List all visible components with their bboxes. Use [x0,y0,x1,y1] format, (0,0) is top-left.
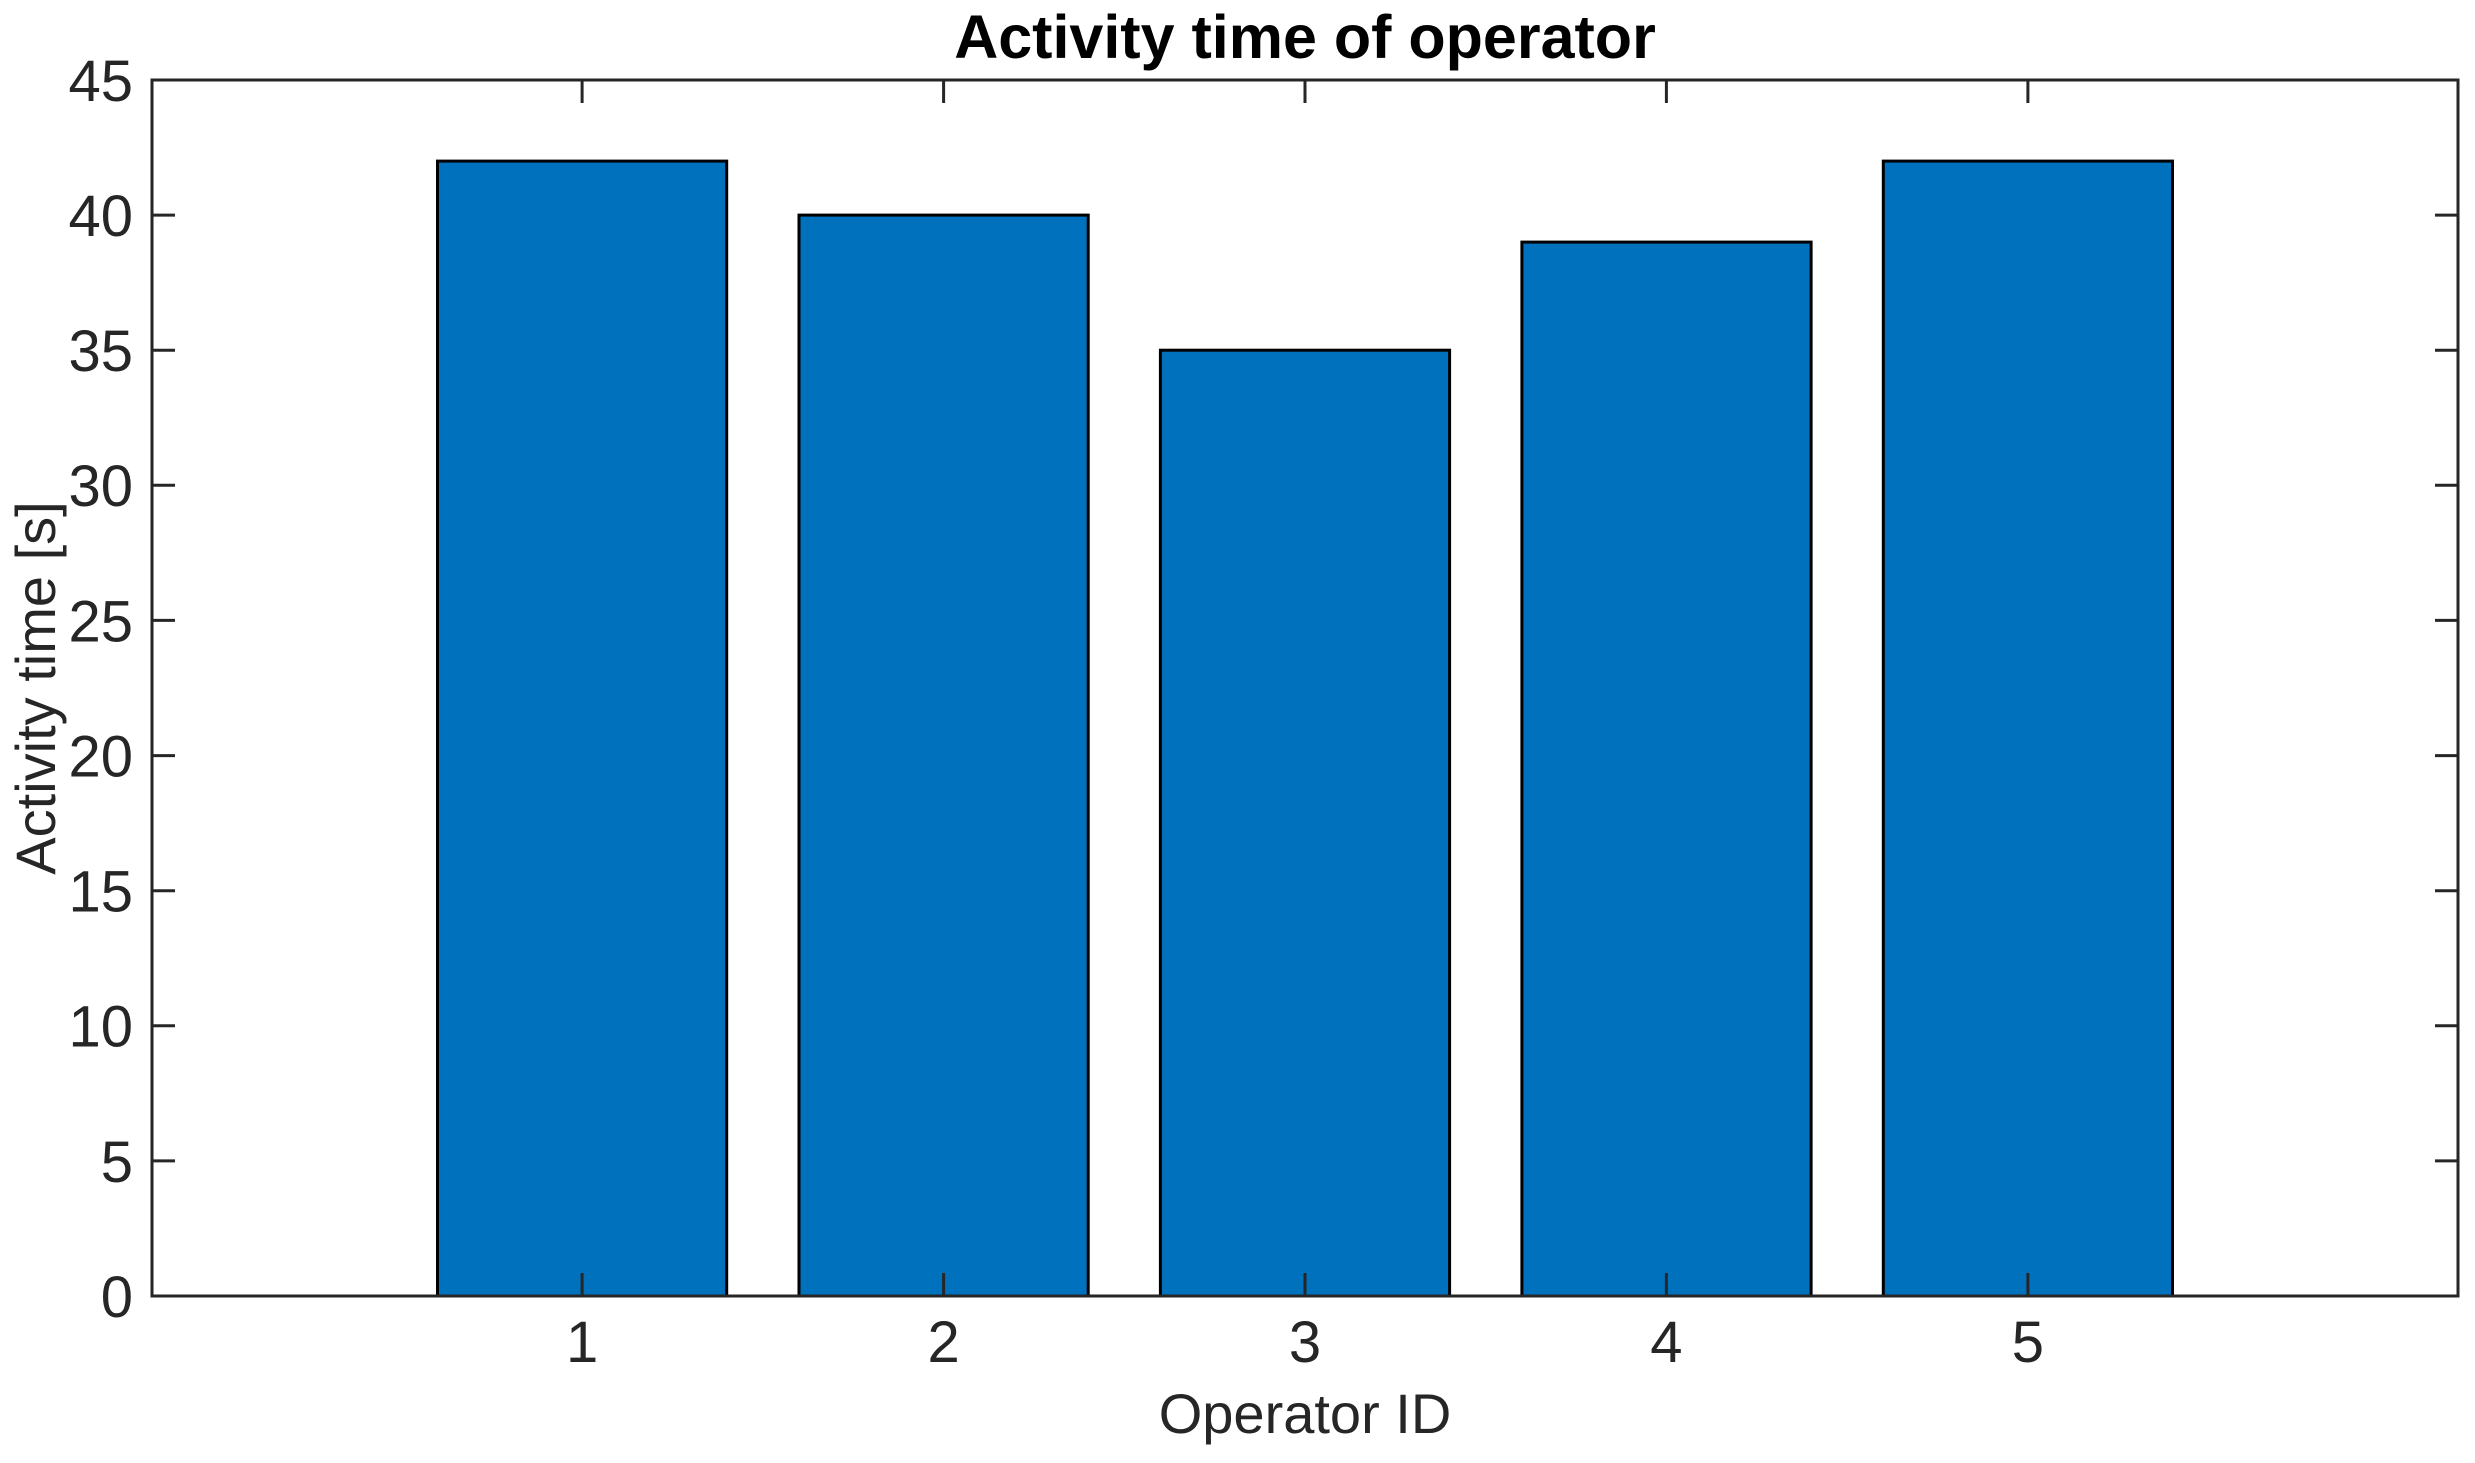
y-tick-label: 0 [101,1265,133,1330]
y-tick-label: 40 [68,184,133,249]
axes-layer [150,78,2460,1298]
chart-title: Activity time of operator [954,3,1656,71]
bar-operator-1 [436,159,729,1298]
y-tick-label: 25 [68,589,133,654]
y-tick-label: 20 [68,724,133,789]
x-tick-label: 4 [1650,1310,1682,1375]
x-tick-label: 2 [927,1310,959,1375]
y-axis-label: Activity time [s] [4,501,67,874]
bar-operator-2 [797,213,1090,1298]
y-tick-label: 45 [68,49,133,114]
y-tick-label: 35 [68,319,133,384]
x-tick-label: 5 [2012,1310,2044,1375]
y-tick-label: 15 [68,860,133,925]
x-axis-label: Operator ID [1159,1382,1452,1445]
bar-operator-4 [1520,240,1813,1298]
bars-layer [436,159,2175,1298]
x-tick-label: 3 [1289,1310,1321,1375]
bar-operator-5 [1881,159,2175,1298]
y-tick-label: 30 [68,454,133,519]
x-tick-label: 1 [566,1310,598,1375]
y-tick-label: 10 [68,995,133,1060]
bar-operator-3 [1158,348,1452,1298]
y-tick-label: 5 [101,1130,133,1195]
